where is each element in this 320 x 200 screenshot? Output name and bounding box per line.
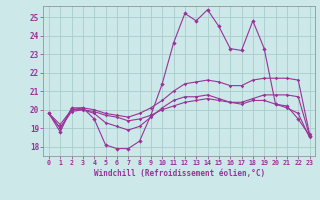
X-axis label: Windchill (Refroidissement éolien,°C): Windchill (Refroidissement éolien,°C) [94,169,265,178]
